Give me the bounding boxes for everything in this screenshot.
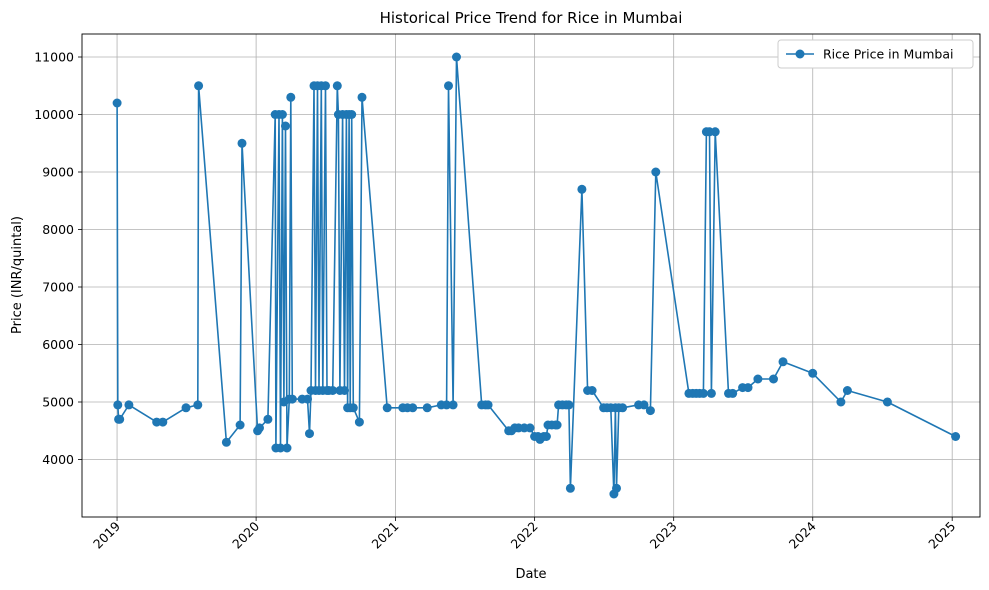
data-point (237, 138, 247, 148)
legend-marker (795, 49, 805, 59)
data-point (347, 110, 357, 119)
data-point (525, 423, 535, 433)
data-point (115, 414, 125, 424)
data-point (442, 400, 452, 410)
data-point (618, 403, 628, 413)
data-point (565, 483, 575, 493)
y-tick-label: 6000 (42, 337, 74, 352)
y-tick-label: 11000 (34, 50, 74, 65)
data-point (577, 184, 587, 194)
data-point (753, 374, 763, 384)
data-point (836, 397, 846, 407)
data-point (332, 81, 342, 91)
data-point (882, 397, 892, 407)
legend-box (777, 39, 974, 69)
legend: Rice Price in Mumbai (777, 39, 974, 69)
data-point (842, 386, 852, 395)
data-point (808, 368, 818, 378)
data-point (286, 92, 296, 102)
grid-layer (82, 34, 980, 517)
data-point (181, 403, 191, 413)
data-point (112, 98, 122, 108)
data-point (305, 429, 314, 439)
data-point (263, 414, 273, 424)
data-point (651, 167, 661, 177)
y-tick-label: 9000 (42, 165, 74, 180)
data-point (276, 443, 285, 453)
data-point (158, 417, 168, 427)
y-tick-label: 7000 (42, 280, 74, 295)
data-point (587, 386, 597, 395)
data-point (235, 420, 245, 430)
data-point (778, 357, 788, 367)
data-point (743, 383, 753, 393)
data-point (769, 374, 778, 384)
data-point (287, 394, 297, 404)
chart-title: Historical Price Trend for Rice in Mumba… (380, 9, 683, 27)
data-point (321, 81, 330, 91)
y-tick-label: 10000 (34, 107, 74, 122)
data-point (564, 400, 574, 410)
data-point (124, 400, 134, 410)
data-point (710, 127, 720, 137)
data-point (281, 121, 290, 131)
data-point (448, 400, 458, 410)
x-axis-title: Date (515, 567, 546, 582)
data-point (612, 483, 621, 493)
data-point (303, 394, 312, 404)
y-axis-title: Price (INR/quintal) (10, 216, 25, 334)
data-point (194, 81, 204, 91)
data-point (452, 52, 461, 62)
data-point (639, 400, 649, 410)
data-point (422, 403, 432, 413)
data-point (357, 92, 367, 102)
data-point (382, 403, 392, 413)
legend-label: Rice Price in Mumbai (823, 47, 953, 62)
data-point (728, 388, 738, 398)
data-point (706, 388, 716, 398)
data-point (328, 386, 338, 395)
data-point (277, 110, 287, 119)
data-point (348, 403, 358, 413)
data-point (408, 403, 418, 413)
y-tick-label: 8000 (42, 222, 74, 237)
data-point (483, 400, 493, 410)
series-layer (112, 52, 961, 499)
data-point (282, 443, 292, 453)
data-point (340, 386, 349, 395)
data-point (444, 81, 453, 91)
data-point (645, 406, 655, 416)
data-point (354, 417, 364, 427)
data-point (698, 388, 708, 398)
data-point (541, 432, 551, 441)
y-tick-label: 5000 (42, 395, 74, 410)
data-point (255, 423, 264, 433)
data-point (221, 437, 231, 447)
data-point (113, 400, 123, 410)
data-point (951, 432, 961, 441)
y-tick-label: 4000 (42, 452, 74, 467)
data-point (193, 400, 203, 410)
plot-frame (81, 33, 981, 518)
data-point (552, 420, 562, 430)
